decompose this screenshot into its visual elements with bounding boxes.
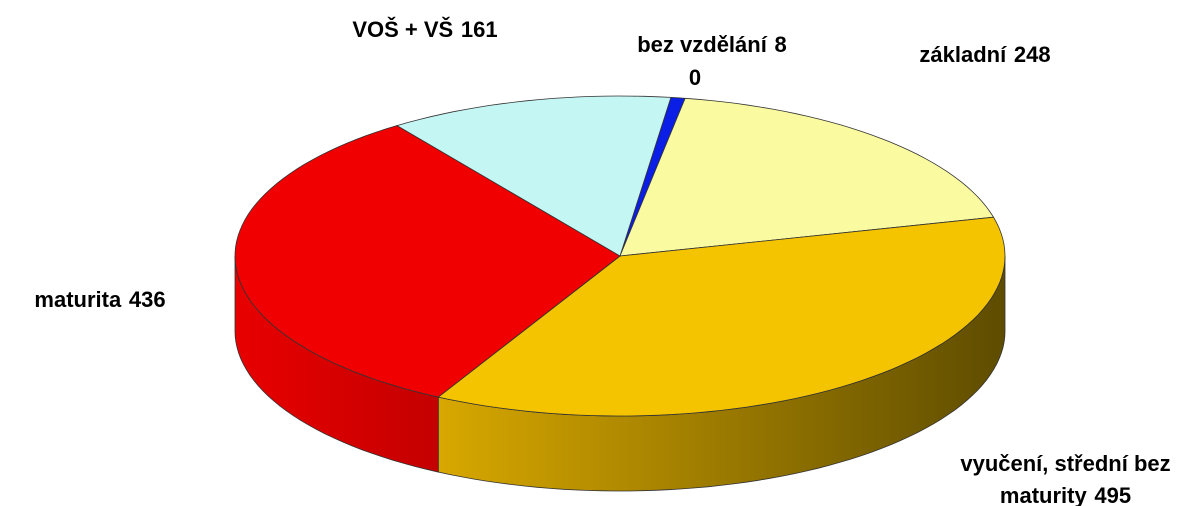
value: 161: [460, 17, 498, 42]
value: 248: [1013, 42, 1051, 67]
data-label: vyučení, střední bez maturity 495: [958, 448, 1173, 506]
data-label: základní 248: [885, 39, 1085, 71]
category: VOŠ + VŠ: [352, 17, 454, 42]
category: maturita: [34, 287, 122, 312]
value: 436: [128, 287, 166, 312]
data-label: VOŠ + VŠ 161: [315, 14, 535, 46]
pie-slice: [437, 216, 1006, 417]
value: 495: [1094, 483, 1132, 506]
data-label: maturita 436: [0, 284, 200, 316]
category: vyučení, střední bez maturity: [960, 451, 1171, 506]
annotation: 0: [688, 65, 702, 90]
pie-slice: [234, 125, 621, 398]
category: základní: [919, 42, 1007, 67]
value: 8: [774, 32, 787, 57]
pie-slice: [395, 95, 672, 257]
data-label: bez vzdělání 8: [612, 29, 812, 61]
pie-slice: [619, 97, 995, 257]
category: bez vzdělání: [637, 32, 767, 57]
